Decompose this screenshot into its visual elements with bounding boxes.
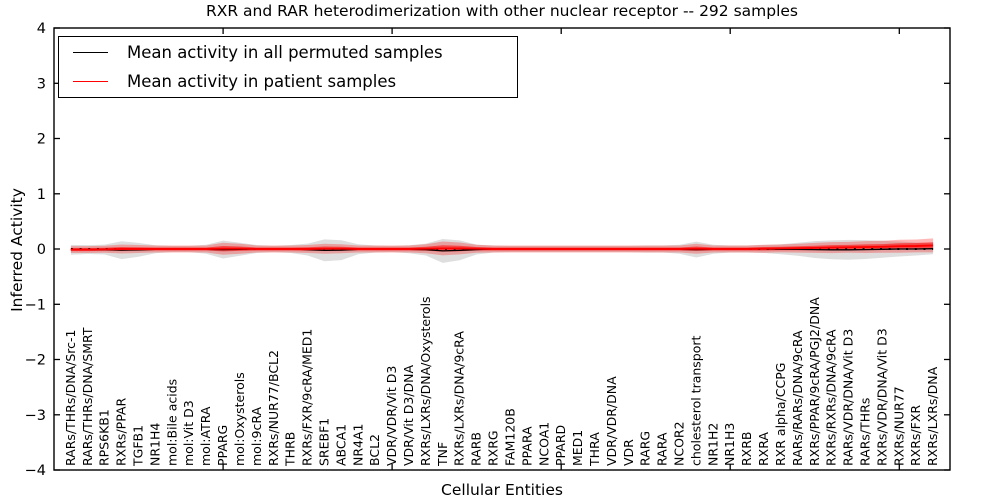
legend-row-patient: Mean activity in patient samples: [73, 71, 517, 93]
x-tick-label: VDR: [621, 439, 636, 466]
x-tick-label: PPARG: [215, 425, 230, 466]
x-tick-label: RXRs/PPAR: [114, 398, 129, 466]
x-tick-label: cholesterol transport: [688, 335, 703, 466]
x-tick-label: RXRs/LXRs/DNA: [925, 366, 940, 466]
x-tick-label: FAM120B: [503, 408, 518, 466]
x-tick-label: mol:Oxysterols: [232, 372, 247, 466]
permuted-line-swatch-icon: [73, 52, 108, 53]
x-tick-label: RXR alpha/CCPG: [773, 363, 788, 466]
x-tick-label: RARB: [469, 432, 484, 466]
x-tick-label: mol:Vit D3: [181, 400, 196, 466]
x-tick-label: RARs/THRs/DNA/SMRT: [80, 327, 95, 466]
x-tick-label: NR1H2: [705, 423, 720, 466]
patient-line-swatch-icon: [73, 81, 108, 82]
x-tick-label: RXRs/NUR77/BCL2: [266, 350, 281, 466]
legend-box: Mean activity in all permuted samples Me…: [58, 36, 518, 98]
x-tick-label: VDR/VDR/Vit D3: [384, 366, 399, 466]
x-tick-label: RARs/RARs/DNA/9cRA: [790, 330, 805, 466]
x-tick-label: RARA: [655, 432, 670, 466]
x-tick-label: RPS6KB1: [97, 409, 112, 466]
x-tick-label: RXRs/PPAR/9cRA/PGJ2/DNA: [807, 297, 822, 466]
x-tick-label: RARs/VDR/DNA/Vit D3: [841, 329, 856, 466]
x-tick-label: PPARA: [519, 426, 534, 466]
x-tick-label: NR1H4: [147, 423, 162, 466]
x-tick-label: NCOA1: [536, 422, 551, 466]
chart-title: RXR and RAR heterodimerization with othe…: [205, 2, 799, 20]
x-tick-label: RARs/THRs: [858, 398, 873, 466]
x-tick-label: RARs/THRs/DNA/Src-1: [63, 330, 78, 466]
legend-label-permuted: Mean activity in all permuted samples: [127, 43, 443, 62]
y-tick-label: 4: [37, 21, 46, 37]
x-tick-label: SREBF1: [317, 418, 332, 466]
x-tick-label: mol:9cRA: [249, 406, 264, 466]
x-tick-label: PPARD: [553, 425, 568, 466]
x-tick-label: THRB: [283, 432, 298, 467]
legend-row-permuted: Mean activity in all permuted samples: [73, 42, 517, 64]
x-axis-label: Cellular Entities: [441, 481, 563, 499]
y-tick-label: −3: [25, 408, 46, 424]
x-tick-label: THRA: [587, 432, 602, 467]
x-tick-label: NR4A1: [350, 424, 365, 467]
permuted-spread-band: [70, 239, 934, 263]
x-tick-label: BCL2: [367, 434, 382, 466]
x-tick-label: mol:ATRA: [198, 406, 213, 466]
x-tick-label: RXRG: [486, 430, 501, 466]
y-axis-label: Inferred Activity: [8, 188, 26, 312]
x-tick-label: VDR/Vit D3/DNA: [401, 365, 416, 466]
x-tick-label: RXRs/LXRs/DNA/Oxysterols: [418, 296, 433, 466]
x-tick-label: RXRs/VDR/DNA/Vit D3: [874, 328, 889, 466]
x-tick-label: RXRA: [756, 432, 771, 466]
x-tick-label: VDR/VDR/DNA: [604, 376, 619, 466]
legend-label-patient: Mean activity in patient samples: [127, 72, 397, 91]
x-tick-label: MED1: [570, 430, 585, 466]
y-tick-label: −1: [25, 297, 46, 313]
y-tick-label: 0: [37, 242, 46, 258]
x-tick-label: RXRs/RXRs/DNA/9cRA: [824, 329, 839, 466]
x-tick-label: RXRs/LXRs/DNA/9cRA: [452, 331, 467, 466]
x-tick-label: mol:Bile acids: [164, 379, 179, 466]
y-tick-label: −2: [25, 353, 46, 369]
y-tick-label: 2: [37, 132, 46, 148]
y-tick-label: 1: [37, 187, 46, 203]
x-tick-label: RARG: [638, 431, 653, 466]
x-tick-label: RXRs/FXR/9cRA/MED1: [300, 329, 315, 466]
x-tick-label: TGFB1: [131, 425, 146, 467]
y-tick-label: 3: [37, 76, 46, 92]
x-tick-label: NCOR2: [672, 421, 687, 466]
x-tick-label: RXRs/FXR: [908, 405, 923, 466]
patient-spread-outer-band: [70, 238, 934, 256]
mean-line-patient: [70, 244, 934, 251]
x-tick-label: RXRs/NUR77: [891, 386, 906, 466]
x-tick-label: RXRB: [739, 431, 754, 466]
x-tick-label: ABCA1: [333, 424, 348, 466]
x-tick-label: TNF: [435, 442, 450, 467]
y-tick-label: −4: [25, 463, 46, 479]
x-tick-label: NR1H3: [722, 423, 737, 466]
